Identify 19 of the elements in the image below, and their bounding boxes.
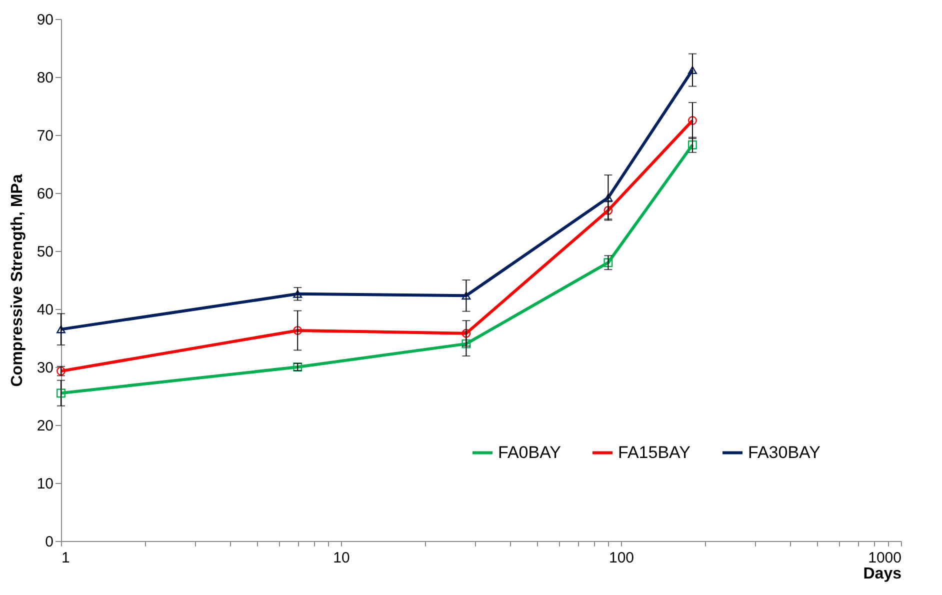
x-tick-label: 1: [62, 550, 70, 566]
y-tick-label: 50: [36, 244, 54, 260]
y-tick-label: 30: [36, 360, 54, 376]
legend-label: FA0BAY: [498, 442, 561, 462]
y-axis-title: Compressive Strength, MPa: [8, 174, 26, 387]
x-axis-title: Days: [863, 566, 902, 582]
y-tick-label: 80: [36, 70, 54, 86]
y-tick-label: 20: [36, 418, 54, 434]
y-tick-label: 60: [36, 186, 54, 202]
y-tick-label: 40: [36, 302, 54, 318]
y-tick-label: 90: [36, 12, 54, 28]
x-tick-label: 10: [333, 550, 350, 566]
x-tick-label: 100: [608, 550, 634, 566]
y-tick-label: 0: [45, 534, 54, 550]
y-tick-label: 70: [36, 128, 54, 144]
y-tick-label: 10: [36, 476, 54, 492]
x-tick-label: 1000: [868, 550, 902, 566]
legend-label: FA30BAY: [748, 442, 820, 462]
legend-label: FA15BAY: [618, 442, 690, 462]
